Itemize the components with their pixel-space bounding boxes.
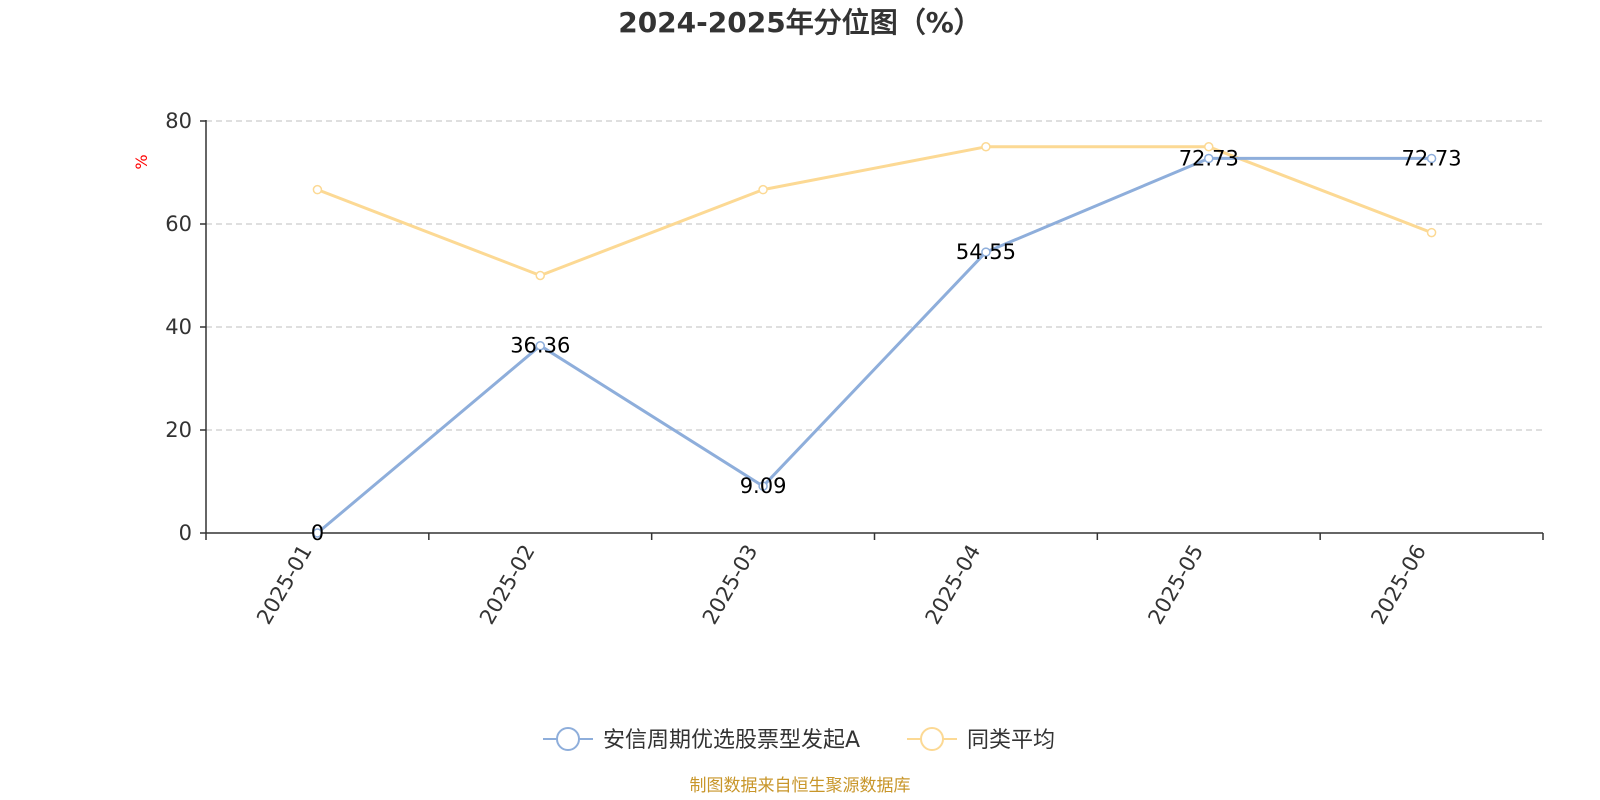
legend-label-series-1: 安信周期优选股票型发起A [603, 728, 860, 753]
legend-label-series-2: 同类平均 [967, 728, 1055, 753]
y-tick-label: 80 [165, 109, 192, 133]
data-point[interactable] [758, 184, 768, 195]
x-tick-label: 2025-01 [252, 541, 317, 629]
data-point[interactable] [758, 481, 768, 491]
y-tick-label: 40 [165, 315, 192, 339]
legend-item-series-1[interactable]: 安信周期优选股票型发起A [543, 727, 860, 753]
data-point[interactable] [1426, 227, 1437, 238]
x-tick-label: 2025-02 [475, 541, 540, 629]
data-label: 54.55 [956, 240, 1016, 264]
data-point[interactable] [312, 528, 323, 538]
legend-circle-icon [556, 727, 580, 751]
legend-item-series-2[interactable]: 同类平均 [907, 727, 1055, 753]
data-source-note: 制图数据来自恒生聚源数据库 [690, 776, 911, 796]
grid-lines [206, 120, 1543, 431]
x-tick-label: 2025-06 [1366, 541, 1431, 629]
data-point[interactable] [1204, 153, 1214, 164]
y-axis-unit-label: % [132, 154, 151, 169]
data-point[interactable] [535, 340, 545, 351]
data-point[interactable] [981, 247, 991, 257]
x-tick-label: 2025-05 [1143, 541, 1208, 629]
x-tick-label: 2025-04 [921, 541, 986, 629]
axes: 0 20 40 60 80 2025-01 2025-02 2025-03 2025-04 202… [165, 109, 1544, 629]
data-label: 72.73 [1402, 146, 1462, 170]
data-labels: 0 36.36 9.09 54.55 72.73 72.73 [311, 146, 1462, 545]
x-tick-label: 2025-03 [698, 541, 763, 629]
legend: 安信周期优选股票型发起A 同类平均 [543, 727, 1055, 753]
data-point[interactable] [981, 142, 991, 152]
data-point[interactable] [1426, 153, 1437, 164]
series-lines [312, 142, 1437, 538]
data-label: 36.36 [510, 334, 570, 358]
data-point[interactable] [535, 270, 545, 281]
chart-title: 2024-2025年分位图（%） [618, 6, 982, 39]
series-line-2 [315, 145, 1434, 277]
data-label: 72.73 [1179, 146, 1239, 170]
y-tick-label: 60 [165, 212, 192, 236]
series-line-1 [315, 156, 1434, 535]
y-tick-label: 20 [165, 418, 192, 442]
legend-circle-icon [920, 727, 944, 751]
data-point[interactable] [1204, 142, 1214, 152]
data-label: 0 [311, 521, 324, 545]
data-point[interactable] [312, 184, 323, 195]
y-tick-label: 0 [179, 521, 192, 545]
data-label: 9.09 [740, 474, 787, 498]
